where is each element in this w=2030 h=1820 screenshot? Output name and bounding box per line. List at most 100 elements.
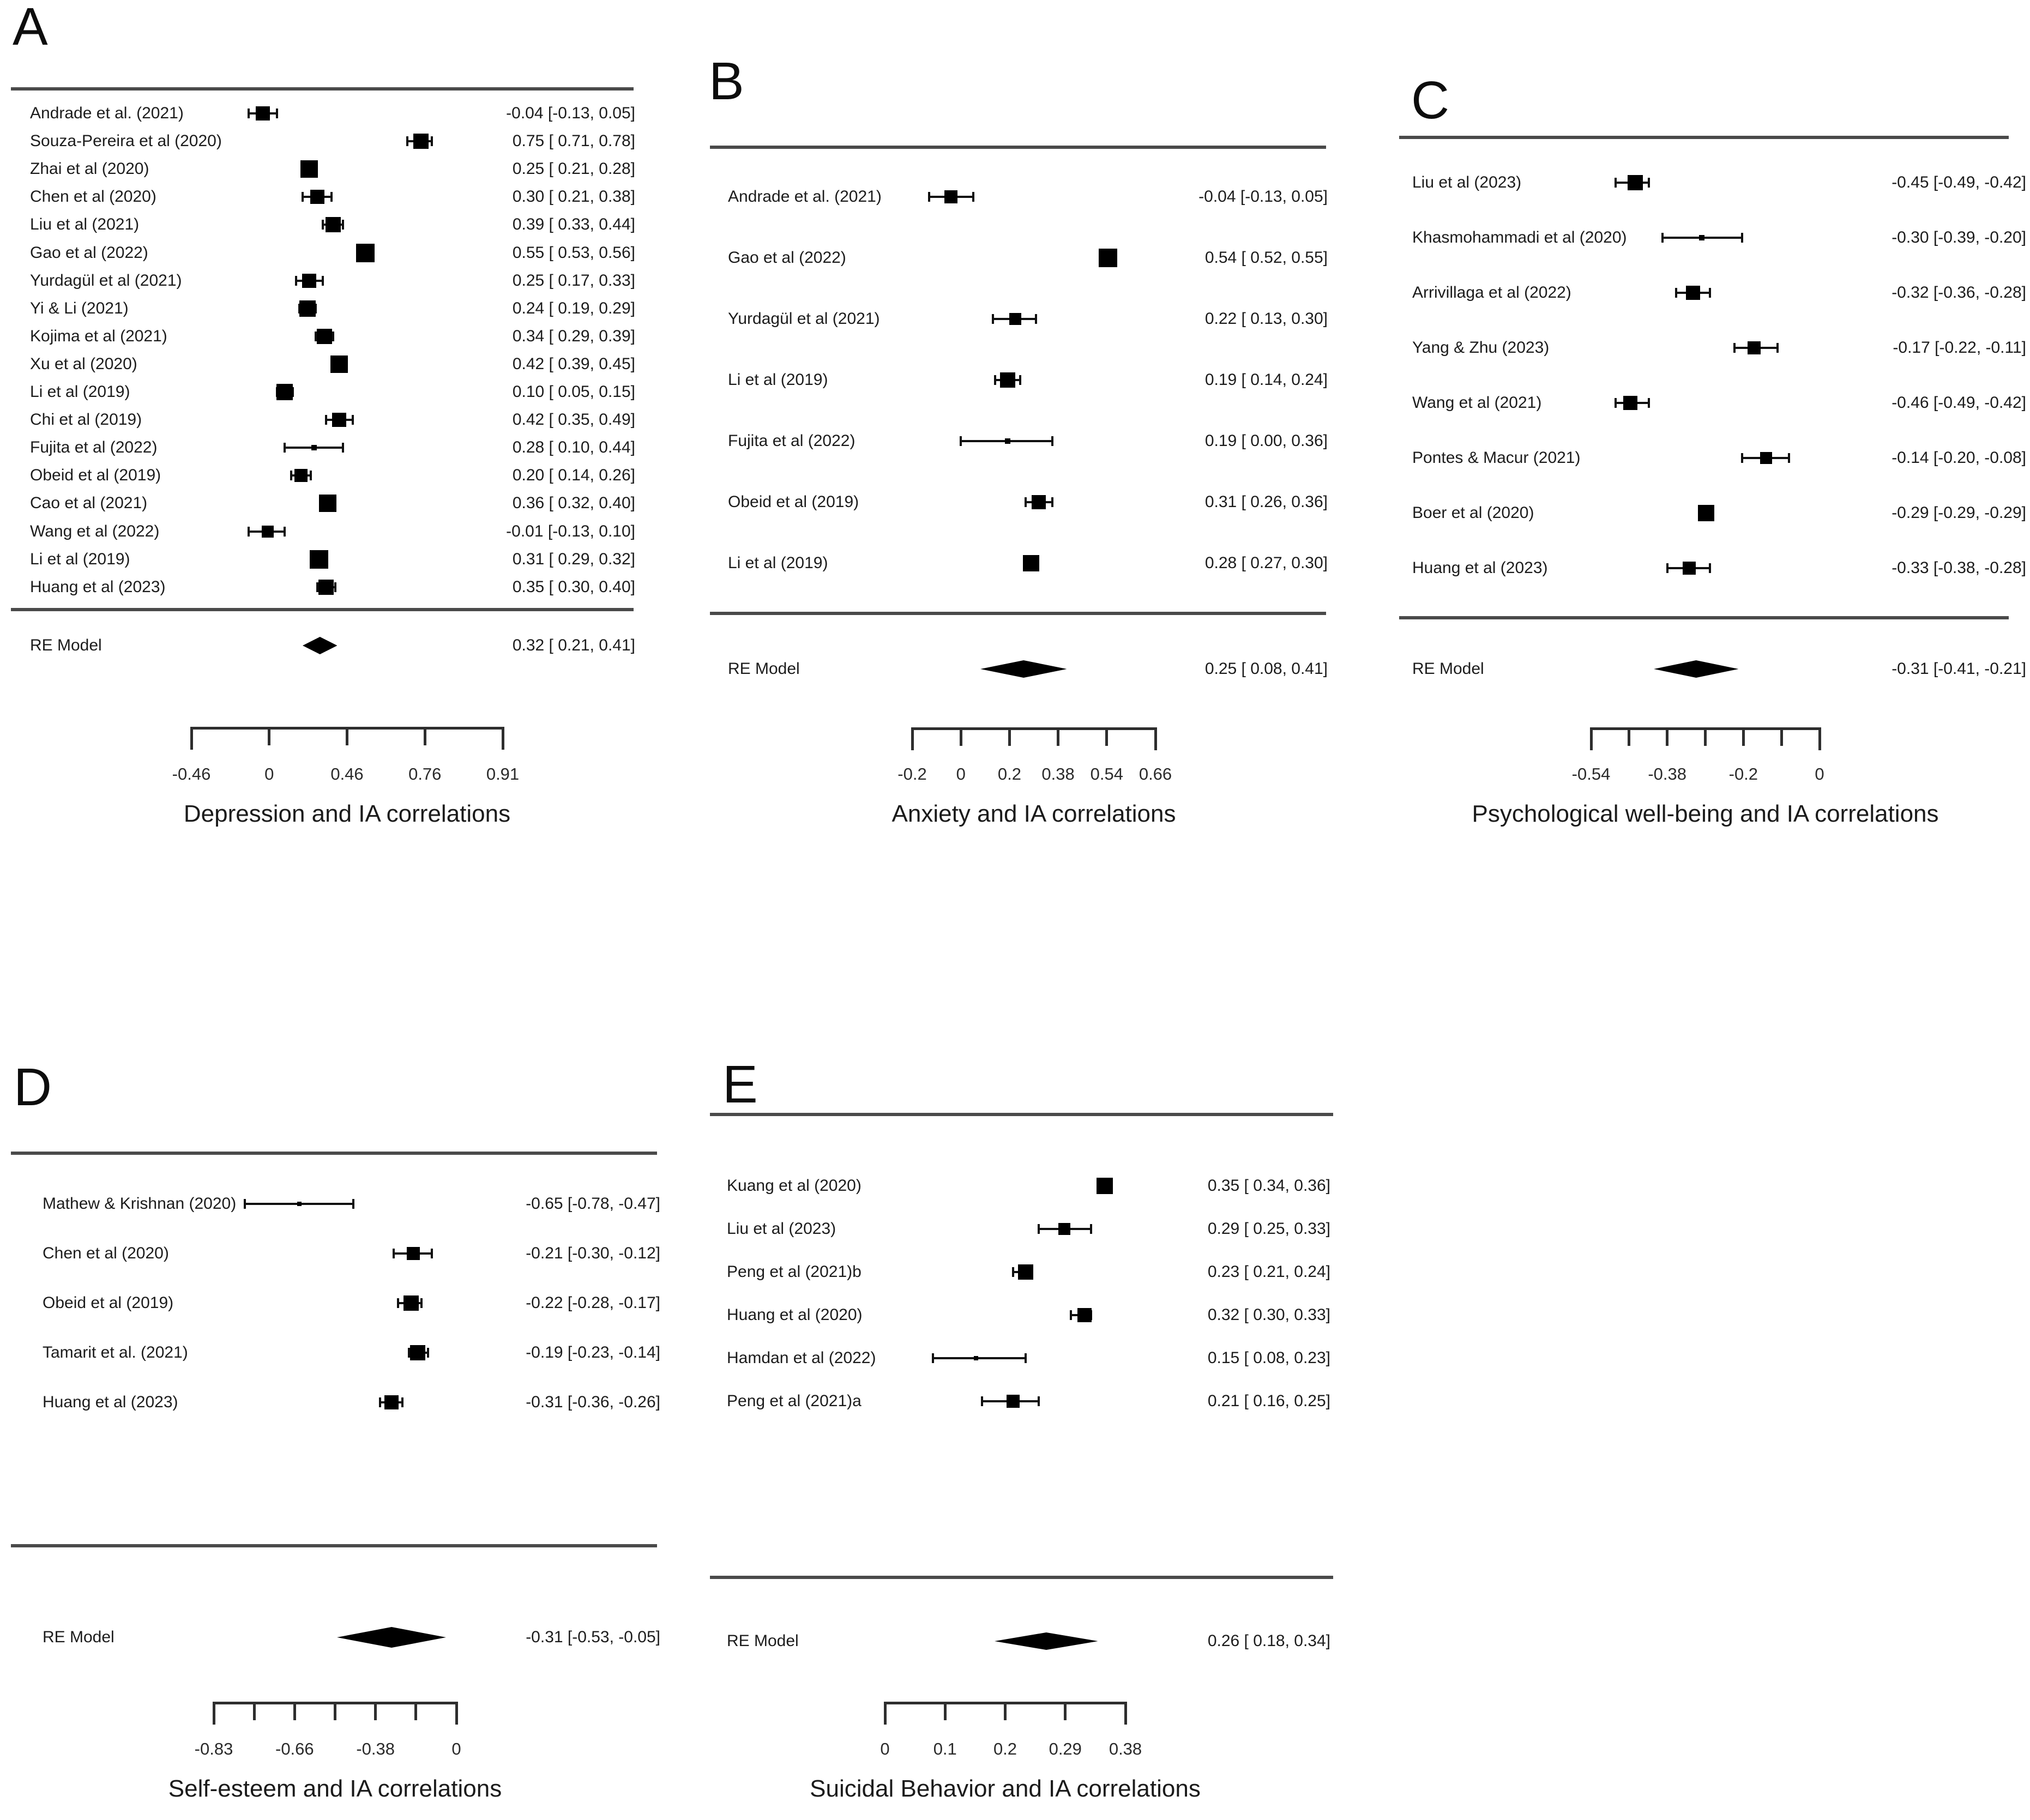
axis-tick-label: 0.38 <box>1109 1739 1142 1758</box>
axis-tick <box>423 727 426 745</box>
ci-cap-right <box>276 109 279 118</box>
study-label: Obeid et al (2019) <box>30 466 161 485</box>
ci-cap-left <box>994 375 997 385</box>
axis-tick <box>1666 727 1669 746</box>
ci-cap-right <box>431 136 433 147</box>
axis-tick-label: 0.66 <box>1139 764 1172 784</box>
study-label: Liu et al (2023) <box>727 1220 836 1238</box>
separator-rule <box>11 1544 657 1547</box>
axis-title: Anxiety and IA correlations <box>891 800 1176 827</box>
estimate-text: 0.42 [ 0.35, 0.49] <box>512 411 635 429</box>
summary-estimate: 0.26 [ 0.18, 0.34] <box>1207 1632 1330 1650</box>
ci-cap-left <box>290 471 292 481</box>
point-estimate-marker <box>294 469 308 483</box>
study-label: Kuang et al (2020) <box>727 1177 862 1195</box>
estimate-text: 0.22 [ 0.13, 0.30] <box>1204 310 1328 328</box>
axis-tick-label: 0 <box>451 1739 461 1758</box>
ci-cap-left <box>321 220 324 230</box>
axis-tick <box>1004 1702 1007 1720</box>
point-estimate-marker <box>1058 1223 1071 1235</box>
study-label: Li et al (2019) <box>728 371 828 389</box>
study-label: Huang et al (2020) <box>727 1306 863 1324</box>
ci-cap-right <box>334 582 336 592</box>
axis-tick-label: 0.91 <box>486 764 520 784</box>
axis-tick <box>414 1702 418 1720</box>
point-estimate-marker <box>311 445 317 451</box>
point-estimate-marker <box>1009 313 1021 325</box>
axis-tick-label: -0.38 <box>1648 764 1686 784</box>
panel-letter: A <box>13 0 48 56</box>
ci-cap-left <box>1666 563 1668 573</box>
point-estimate-marker <box>1682 562 1696 575</box>
point-estimate-marker <box>332 413 346 427</box>
estimate-text: -0.17 [-0.22, -0.11] <box>1893 339 2026 357</box>
point-estimate-marker <box>1697 505 1714 521</box>
point-estimate-marker <box>1032 495 1046 509</box>
ci-cap-left <box>406 136 409 147</box>
study-label: Zhai et al (2020) <box>30 160 149 178</box>
axis-tick <box>1105 727 1109 746</box>
point-estimate-marker <box>1098 249 1117 267</box>
study-label: Wang et al (2022) <box>30 522 160 540</box>
ci-cap-right <box>1648 398 1650 408</box>
ci-cap-left <box>1674 288 1677 298</box>
study-label: Huang et al (2023) <box>43 1393 178 1411</box>
point-estimate-marker <box>256 106 270 120</box>
study-label: Liu et al (2023) <box>1412 173 1522 191</box>
ci-cap-right <box>1051 436 1054 446</box>
estimate-text: 0.15 [ 0.08, 0.23] <box>1207 1349 1330 1367</box>
ci-cap-right <box>332 331 335 341</box>
estimate-text: -0.45 [-0.49, -0.42] <box>1892 173 2026 191</box>
study-label: Gao et al (2022) <box>728 249 846 267</box>
axis-title: Suicidal Behavior and IA correlations <box>810 1775 1201 1802</box>
point-estimate-marker <box>1022 555 1039 571</box>
point-estimate-marker <box>409 1345 425 1360</box>
ci-cap-right <box>1037 1396 1040 1406</box>
point-estimate-marker <box>413 134 429 149</box>
ci-cap-right <box>1025 1353 1027 1363</box>
axis-tick <box>1742 727 1745 746</box>
axis-tick <box>268 727 271 745</box>
point-estimate-marker <box>1627 175 1643 190</box>
ci-cap-right <box>1035 314 1038 324</box>
summary-estimate: -0.31 [-0.41, -0.21] <box>1892 660 2026 678</box>
estimate-text: -0.65 [-0.78, -0.47] <box>526 1195 660 1213</box>
axis-tick-label: 0.1 <box>933 1739 957 1758</box>
summary-label: RE Model <box>728 660 800 678</box>
axis-tick-label: -0.66 <box>275 1739 314 1758</box>
axis-tick-label: 0 <box>956 764 966 784</box>
point-estimate-marker <box>1007 1395 1020 1408</box>
study-label: Andrade et al. (2021) <box>30 104 184 122</box>
axis-tick <box>1008 727 1011 746</box>
study-label: Khasmohammadi et al (2020) <box>1412 228 1627 246</box>
axis-tick-label: -0.54 <box>1571 764 1611 784</box>
axis-tick-label: -0.2 <box>1728 764 1758 784</box>
ci-cap-left <box>932 1353 935 1363</box>
panel-wellbeing: C RE Model -0.31 [-0.41, -0.21] Psycholo… <box>1399 0 2030 851</box>
axis-tick <box>883 1702 887 1725</box>
ci-cap-left <box>1614 398 1617 408</box>
summary-diamond <box>980 660 1067 678</box>
ci-cap-right <box>351 415 354 425</box>
ci-cap-left <box>325 415 328 425</box>
summary-label: RE Model <box>30 636 102 654</box>
header-rule <box>710 146 1326 149</box>
axis-tick-label: 0.29 <box>1049 1739 1082 1758</box>
axis-tick <box>1124 1702 1127 1725</box>
point-estimate-marker <box>299 300 316 317</box>
header-rule <box>710 1113 1333 1116</box>
axis-tick-label: 0.2 <box>997 764 1021 784</box>
estimate-text: -0.22 [-0.28, -0.17] <box>526 1294 660 1312</box>
study-label: Yurdagül et al (2021) <box>30 271 182 290</box>
study-label: Fujita et al (2022) <box>30 438 158 457</box>
study-label: Li et al (2019) <box>30 383 130 401</box>
axis-title: Depression and IA correlations <box>183 800 511 827</box>
estimate-text: -0.30 [-0.39, -0.20] <box>1892 228 2026 246</box>
ci-cap-left <box>301 192 304 202</box>
summary-diamond <box>337 1627 447 1648</box>
axis-tick-label: -0.2 <box>897 764 927 784</box>
study-label: Arrivillaga et al (2022) <box>1412 284 1571 302</box>
study-label: Pontes & Macur (2021) <box>1412 449 1581 467</box>
ci-cap-right <box>431 1249 433 1258</box>
header-rule <box>1399 136 2009 139</box>
